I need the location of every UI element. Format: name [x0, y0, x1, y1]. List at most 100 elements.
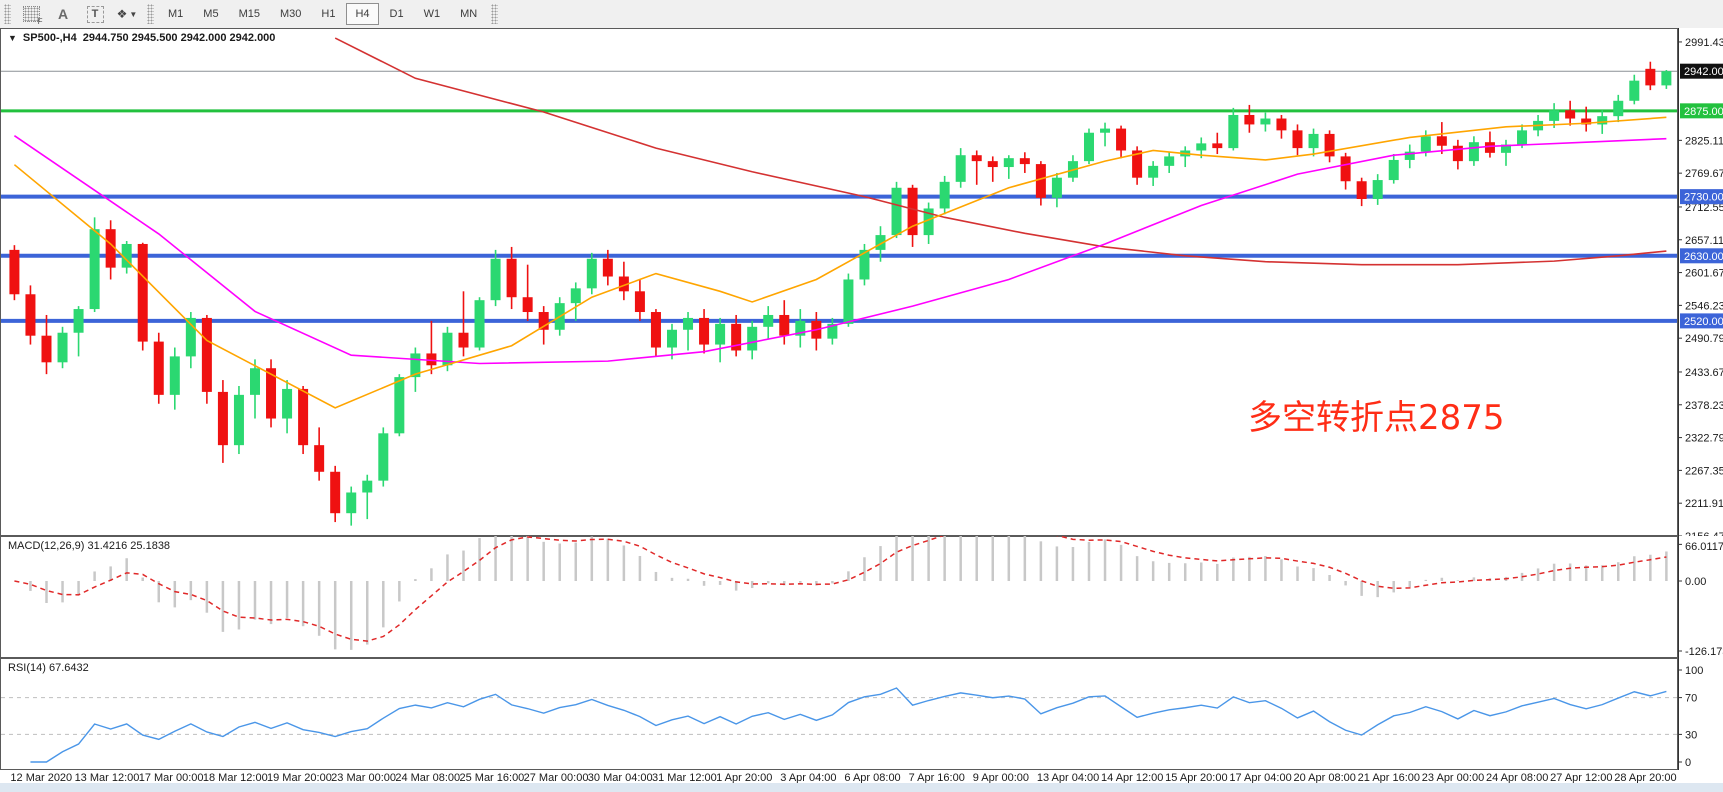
price-tick-label: 2211.910 — [1685, 498, 1723, 510]
time-axis-label: 27 Apr 12:00 — [1550, 772, 1613, 784]
timeframe-button-d1[interactable]: D1 — [389, 8, 404, 20]
macd-indicator-panel[interactable]: MACD(12,26,9) 31.4216 25.1838 66.0117 0.0… — [0, 536, 1723, 658]
text-box-tool-button[interactable]: T — [81, 2, 109, 26]
rsi-canvas[interactable]: 100 70 30 0 — [0, 658, 1723, 770]
price-tick-label: 2378.230 — [1685, 400, 1723, 412]
boxed-t-icon: T — [86, 5, 104, 23]
svg-text:2630.000: 2630.000 — [1684, 251, 1723, 263]
timeframe-button-m5[interactable]: M5 — [203, 8, 219, 20]
timeframe-group: M1 M5 M15 M30 H1 H4 D1 W1 MN — [158, 3, 487, 25]
rsi-tick-label: 70 — [1685, 693, 1697, 705]
chart-annotation-text: 多空转折点2875 — [1248, 398, 1505, 438]
ma-magenta-line — [13, 135, 1667, 365]
time-axis-label: 12 Mar 2020 — [10, 772, 73, 784]
price-tick-label: 2433.670 — [1685, 367, 1723, 379]
time-axis-label: 1 Apr 20:00 — [716, 772, 773, 784]
rsi-tick-label: 0 — [1685, 757, 1691, 769]
time-axis-label: 28 Apr 20:00 — [1614, 772, 1677, 784]
main-chart-panel[interactable]: ▼ SP500-,H4 2944.750 2945.500 2942.000 2… — [0, 28, 1723, 536]
rsi-indicator-panel[interactable]: RSI(14) 67.6432 100 70 30 0 — [0, 658, 1723, 770]
macd-tick-label: 0.00 — [1685, 576, 1706, 588]
price-tick-label: 2657.110 — [1685, 235, 1723, 247]
slow-ma-red-line — [334, 37, 1667, 266]
time-axis-label: 23 Mar 00:00 — [331, 772, 396, 784]
timeframe-button-w1[interactable]: W1 — [423, 8, 441, 20]
time-axis-label: 31 Mar 12:00 — [651, 772, 717, 784]
price-tick-label: 2769.670 — [1685, 168, 1723, 180]
time-axis-label: 24 Mar 08:00 — [395, 772, 461, 784]
price-badge: 2520.000 — [1680, 313, 1723, 329]
timeframe-button-m15[interactable]: M15 — [238, 8, 260, 20]
price-badge: 2730.000 — [1680, 189, 1723, 205]
timeframe-button-m1[interactable]: M1 — [168, 8, 184, 20]
objects-icon: ❖ — [116, 7, 128, 21]
macd-tick-label: 66.0117 — [1685, 541, 1723, 553]
time-axis-label: 7 Apr 16:00 — [908, 772, 965, 784]
price-tick-label: 2156.470 — [1685, 531, 1723, 536]
price-badge: 2630.000 — [1680, 248, 1723, 264]
rsi-tick-label: 30 — [1685, 729, 1697, 741]
macd-signal-line — [14, 536, 1667, 642]
price-tick-label: 2991.430 — [1685, 37, 1723, 49]
svg-text:2520.000: 2520.000 — [1684, 316, 1723, 328]
price-tick-label: 2490.790 — [1685, 333, 1723, 345]
svg-text:2942.000: 2942.000 — [1684, 66, 1723, 78]
rsi-tick-label: 100 — [1685, 665, 1703, 677]
chart-symbol-timeframe: SP500-,H4 — [22, 32, 77, 44]
time-axis-label: 21 Apr 16:00 — [1357, 772, 1421, 784]
time-axis-label: 27 Mar 00:00 — [523, 772, 589, 784]
time-axis-label: 3 Apr 04:00 — [780, 772, 837, 784]
price-tick-label: 2601.670 — [1685, 268, 1723, 280]
time-axis-label: 30 Mar 04:00 — [587, 772, 653, 784]
toolbar-grip[interactable] — [4, 4, 11, 24]
toolbar-grip[interactable] — [491, 4, 499, 24]
time-axis-label: 19 Mar 20:00 — [267, 772, 332, 784]
chart-ohlc-values: 2944.750 2945.500 2942.000 2942.000 — [82, 32, 276, 44]
letter-a-icon: A — [57, 6, 69, 22]
time-axis-label: 15 Apr 20:00 — [1165, 772, 1228, 784]
bottom-strip — [0, 783, 1723, 792]
macd-histogram — [29, 536, 1668, 650]
time-axis-label: 23 Apr 00:00 — [1421, 772, 1485, 784]
grid-f-icon: F — [22, 6, 43, 26]
time-axis-label: 20 Apr 08:00 — [1293, 772, 1356, 784]
macd-canvas[interactable]: 66.0117 0.00 -126.173 — [0, 536, 1723, 658]
price-tick-label: 2322.790 — [1685, 433, 1723, 445]
text-label-tool-button[interactable]: A — [49, 2, 77, 26]
objects-tool-button[interactable]: ❖ ▼ — [113, 2, 141, 26]
macd-label: MACD(12,26,9) 31.4216 25.1838 — [8, 540, 171, 552]
chart-title: ▼ SP500-,H4 2944.750 2945.500 2942.000 2… — [8, 32, 275, 44]
macd-tick-label: -126.173 — [1685, 646, 1723, 658]
time-axis-label: 17 Apr 04:00 — [1229, 772, 1292, 784]
symbol-dropdown-icon[interactable]: ▼ — [8, 33, 17, 43]
price-chart-canvas[interactable]: 2991.430 2825.110 2769.670 2712.550 2657.110… — [0, 28, 1723, 536]
timeframe-button-h1[interactable]: H1 — [321, 8, 336, 20]
timeframe-button-h4[interactable]: H4 — [346, 3, 379, 25]
chart-grid-tool-button[interactable]: F — [17, 2, 45, 26]
time-axis-label: 9 Apr 00:00 — [972, 772, 1029, 784]
time-axis-label: 13 Apr 04:00 — [1036, 772, 1100, 784]
price-tick-label: 2825.110 — [1685, 135, 1723, 147]
svg-text:2875.000: 2875.000 — [1684, 106, 1723, 118]
time-axis-label: 24 Apr 08:00 — [1485, 772, 1549, 784]
price-tick-label: 2267.350 — [1685, 465, 1723, 477]
toolbar-grip[interactable] — [147, 4, 154, 24]
timeframe-button-m30[interactable]: M30 — [279, 8, 302, 20]
time-axis-label: 17 Mar 00:00 — [138, 772, 204, 784]
price-badge: 2875.000 — [1680, 103, 1723, 119]
price-tick-label: 2546.230 — [1685, 300, 1723, 312]
timeframe-button-mn[interactable]: MN — [460, 8, 478, 20]
price-tick-label: 2712.550 — [1685, 202, 1723, 214]
chevron-down-icon: ▼ — [129, 9, 138, 19]
time-axis-label: 25 Mar 16:00 — [459, 772, 525, 784]
ma-orange-line — [13, 116, 1667, 409]
price-badge: 2942.000 — [1680, 63, 1723, 79]
rsi-line — [30, 687, 1667, 763]
candlesticks — [9, 61, 1672, 526]
toolbar: F A T ❖ ▼ M1 M5 M15 M30 H1 H4 D1 W1 MN — [0, 0, 1723, 29]
time-axis-label: 6 Apr 08:00 — [844, 772, 901, 784]
svg-text:2730.000: 2730.000 — [1684, 192, 1723, 204]
time-axis-label: 13 Mar 12:00 — [74, 772, 140, 784]
rsi-label: RSI(14) 67.6432 — [8, 662, 89, 674]
